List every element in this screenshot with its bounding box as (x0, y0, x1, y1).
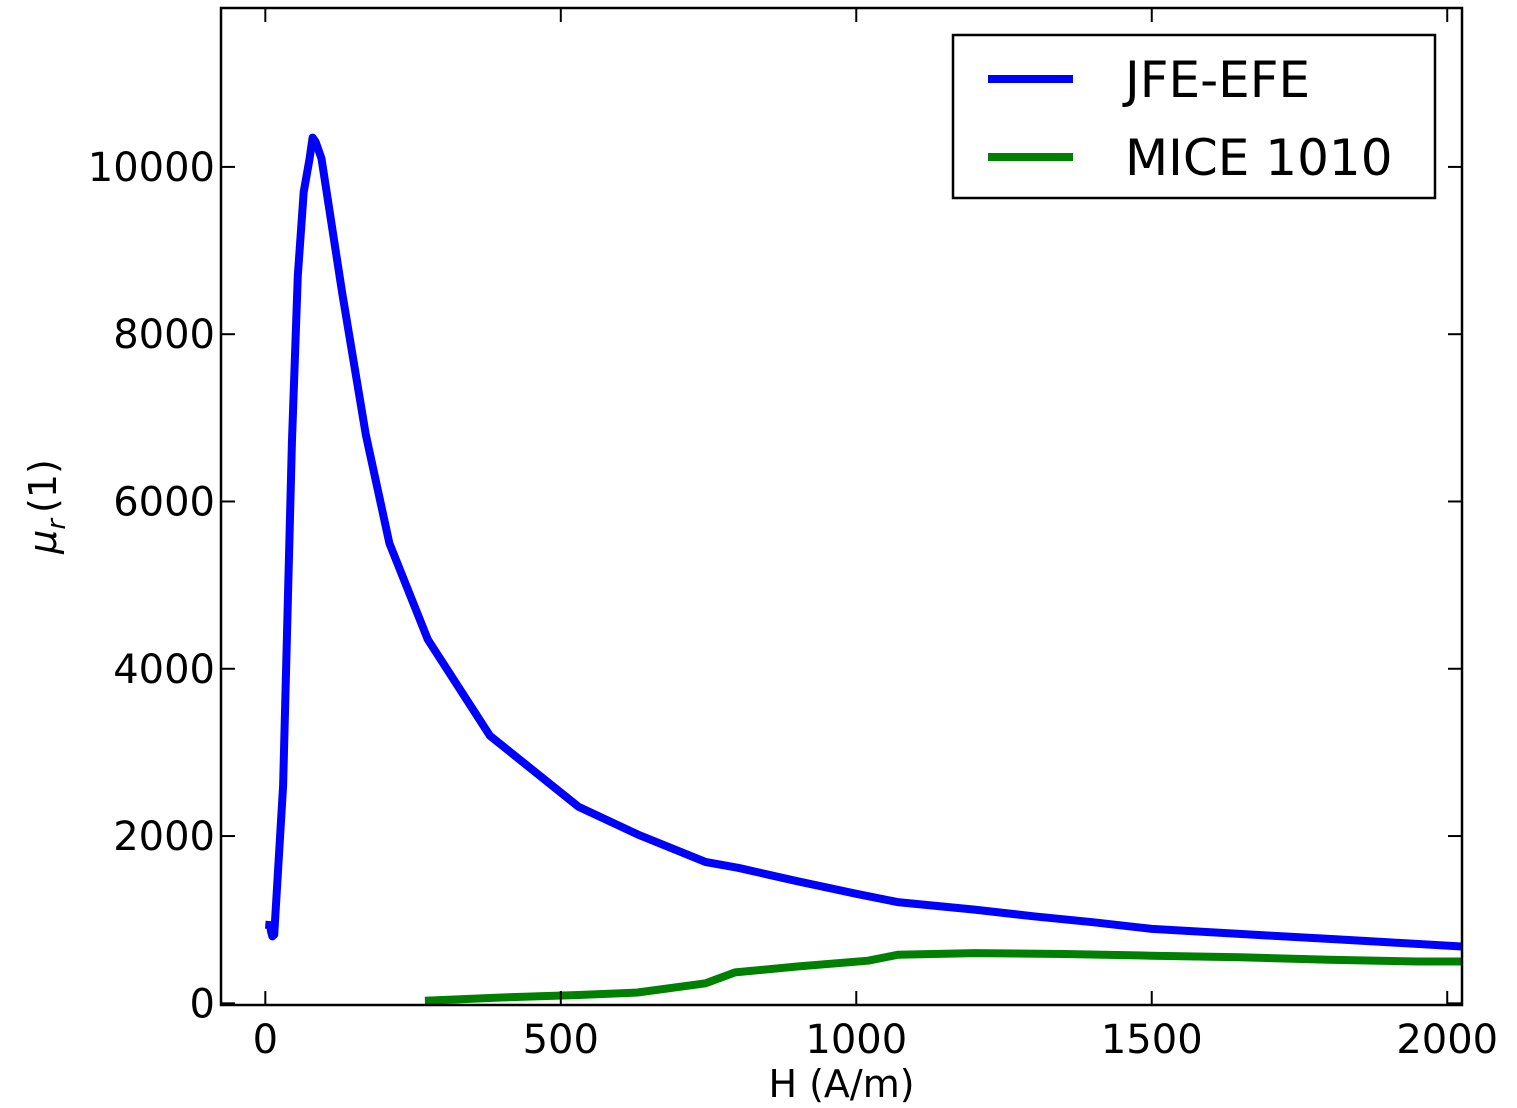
y-axis-subscript: r (42, 517, 72, 530)
x-tick-label: 2000 (1396, 1017, 1498, 1063)
y-axis-symbol: μ (21, 530, 65, 555)
y-tick-label: 6000 (113, 479, 215, 525)
legend-box (951, 33, 1437, 200)
series-line-jfe-efe (264, 133, 1462, 951)
legend: JFE-EFE MICE 1010 (951, 33, 1437, 200)
y-axis-unit: (1) (21, 459, 65, 513)
y-tick-label: 4000 (113, 647, 215, 693)
y-tick-label: 8000 (113, 312, 215, 358)
x-axis-label: H (A/m) (768, 1062, 914, 1106)
x-tick-label: 500 (523, 1017, 599, 1063)
y-axis-label: μr (1) (21, 459, 72, 555)
ticks-layer (221, 8, 1462, 1005)
tick-label-layer: 0 500 1000 1500 2000 0 2000 4000 6000 8000 10000 (88, 145, 1498, 1063)
legend-label-jfe-efe: JFE-EFE (1122, 51, 1310, 109)
x-tick-label: 1000 (805, 1017, 907, 1063)
y-tick-label: 0 (190, 981, 215, 1027)
series-layer (264, 133, 1462, 1005)
x-tick-label: 1500 (1101, 1017, 1203, 1063)
y-tick-label: 10000 (88, 145, 215, 191)
series-line-mice-1010 (424, 949, 1462, 1005)
plot-frame (219, 6, 1464, 1007)
y-axis-label-text: μr (1) (21, 459, 72, 555)
x-tick-label: 0 (253, 1017, 278, 1063)
y-tick-label: 2000 (113, 814, 215, 860)
legend-label-mice-1010: MICE 1010 (1125, 129, 1393, 187)
